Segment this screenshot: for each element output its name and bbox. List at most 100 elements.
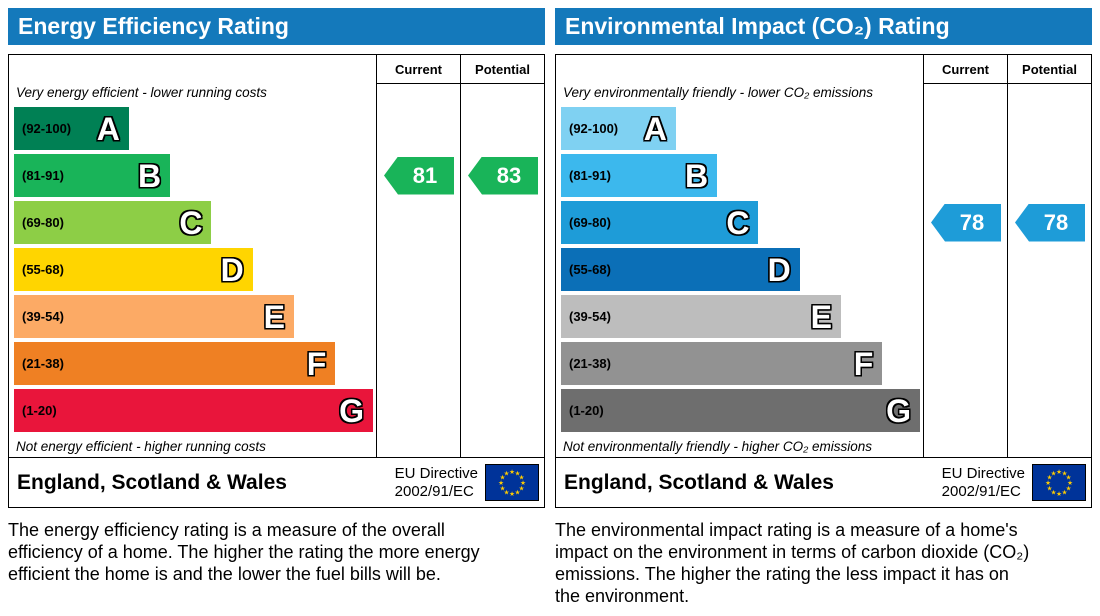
eu-directive-line2: 2002/91/EC [394, 482, 474, 500]
eu-flag-icon: ★ ★ ★ ★ ★ ★ ★ ★ ★ ★ ★ ★ [1032, 464, 1086, 501]
band-letter: A [643, 110, 667, 147]
current-column: Current 78 [923, 55, 1007, 457]
svg-text:★: ★ [520, 479, 526, 487]
energy-panel-title: Energy Efficiency Rating [8, 8, 545, 45]
svg-text:★: ★ [1056, 490, 1062, 498]
band-bar-g: (1-20) G [14, 389, 373, 432]
band-row: (1-20) G [561, 387, 920, 434]
svg-text:★: ★ [515, 470, 521, 478]
potential-column-header: Potential [461, 55, 544, 84]
current-column: Current 81 [376, 55, 460, 457]
band-bar-f: (21-38) F [561, 342, 883, 385]
band-letter: F [306, 345, 327, 382]
svg-text:★: ★ [509, 490, 515, 498]
footer-bar: England, Scotland & Wales EU Directive 2… [555, 457, 1092, 508]
current-rating-value: 81 [412, 162, 438, 188]
potential-rating-arrow: 78 [1015, 203, 1085, 242]
svg-text:★: ★ [519, 485, 525, 493]
svg-text:★: ★ [519, 474, 525, 482]
band-letter: B [138, 157, 162, 194]
eu-flag-icon: ★ ★ ★ ★ ★ ★ ★ ★ ★ ★ ★ ★ [485, 464, 539, 501]
band-range: (92-100) [22, 121, 72, 136]
svg-text:★: ★ [1047, 485, 1053, 493]
band-range: (55-68) [22, 262, 64, 277]
eu-directive-line2: 2002/91/EC [941, 482, 1021, 500]
band-row: (1-20) G [14, 387, 373, 434]
band-range: (1-20) [22, 403, 57, 418]
svg-text:★: ★ [1045, 479, 1051, 487]
band-row: (92-100) A [14, 105, 373, 152]
potential-rating-value: 83 [496, 162, 522, 188]
energy-rating-chart: Very energy efficient - lower running co… [8, 54, 545, 458]
svg-text:★: ★ [1056, 468, 1062, 476]
energy-description: The energy efficiency rating is a measur… [8, 520, 480, 584]
eu-directive-label: EU Directive 2002/91/EC [395, 465, 485, 500]
top-note: Very environmentally friendly - lower CO… [563, 85, 873, 100]
band-bar-d: (55-68) D [14, 248, 253, 291]
potential-rating-value: 78 [1043, 209, 1069, 235]
band-row: (39-54) E [561, 293, 920, 340]
current-column-header: Current [924, 55, 1007, 84]
band-range: (39-54) [22, 309, 64, 324]
environmental-description: The environmental impact rating is a mea… [555, 520, 1030, 606]
svg-text:★: ★ [1051, 470, 1057, 478]
eu-directive-line1: EU Directive [941, 465, 1025, 483]
bottom-note: Not energy efficient - higher running co… [16, 439, 266, 454]
svg-text:★: ★ [504, 470, 510, 478]
svg-text:★: ★ [1062, 470, 1068, 478]
band-row: (69-80) C [14, 199, 373, 246]
region-label: England, Scotland & Wales [564, 470, 834, 494]
band-bar-g: (1-20) G [561, 389, 920, 432]
potential-column-header: Potential [1008, 55, 1091, 84]
band-row: (81-91) B [561, 152, 920, 199]
band-range: (55-68) [569, 262, 611, 277]
svg-text:★: ★ [1062, 489, 1068, 497]
band-row: (69-80) C [561, 199, 920, 246]
band-bar-d: (55-68) D [561, 248, 800, 291]
environmental-panel-title: Environmental Impact (CO₂) Rating [555, 8, 1092, 45]
band-row: (81-91) B [14, 152, 373, 199]
band-letter: D [220, 251, 244, 288]
band-row: (55-68) D [561, 246, 920, 293]
band-letter: C [726, 204, 750, 241]
band-range: (69-80) [22, 215, 64, 230]
band-range: (21-38) [22, 356, 64, 371]
band-range: (39-54) [569, 309, 611, 324]
band-letter: B [685, 157, 709, 194]
eu-directive-label: EU Directive 2002/91/EC [942, 465, 1032, 500]
svg-text:★: ★ [1047, 474, 1053, 482]
band-bar-e: (39-54) E [561, 295, 842, 338]
band-range: (21-38) [569, 356, 611, 371]
band-bar-c: (69-80) C [14, 201, 212, 244]
band-letter: G [886, 392, 911, 429]
potential-column: Potential 78 [1007, 55, 1091, 457]
svg-text:★: ★ [500, 474, 506, 482]
eu-directive-line1: EU Directive [394, 465, 478, 483]
svg-text:★: ★ [1066, 474, 1072, 482]
band-range: (81-91) [569, 168, 611, 183]
environmental-rating-chart: Very environmentally friendly - lower CO… [555, 54, 1092, 458]
current-rating-arrow: 78 [931, 203, 1001, 242]
band-row: (39-54) E [14, 293, 373, 340]
band-row: (92-100) A [561, 105, 920, 152]
energy-efficiency-panel: Energy Efficiency Rating Very energy eff… [8, 8, 545, 616]
band-bar-b: (81-91) B [561, 154, 718, 197]
potential-column: Potential 83 [460, 55, 544, 457]
band-row: (55-68) D [14, 246, 373, 293]
svg-text:★: ★ [498, 479, 504, 487]
svg-text:★: ★ [1067, 479, 1073, 487]
band-letter: A [96, 110, 120, 147]
band-letter: F [853, 345, 874, 382]
potential-rating-arrow: 83 [468, 156, 538, 195]
band-letter: G [339, 392, 364, 429]
svg-text:★: ★ [1066, 485, 1072, 493]
band-row: (21-38) F [14, 340, 373, 387]
svg-text:★: ★ [509, 468, 515, 476]
top-note: Very energy efficient - lower running co… [16, 85, 267, 100]
current-rating-value: 78 [959, 209, 985, 235]
current-rating-arrow: 81 [384, 156, 454, 195]
band-row: (21-38) F [561, 340, 920, 387]
band-range: (81-91) [22, 168, 64, 183]
band-range: (1-20) [569, 403, 604, 418]
